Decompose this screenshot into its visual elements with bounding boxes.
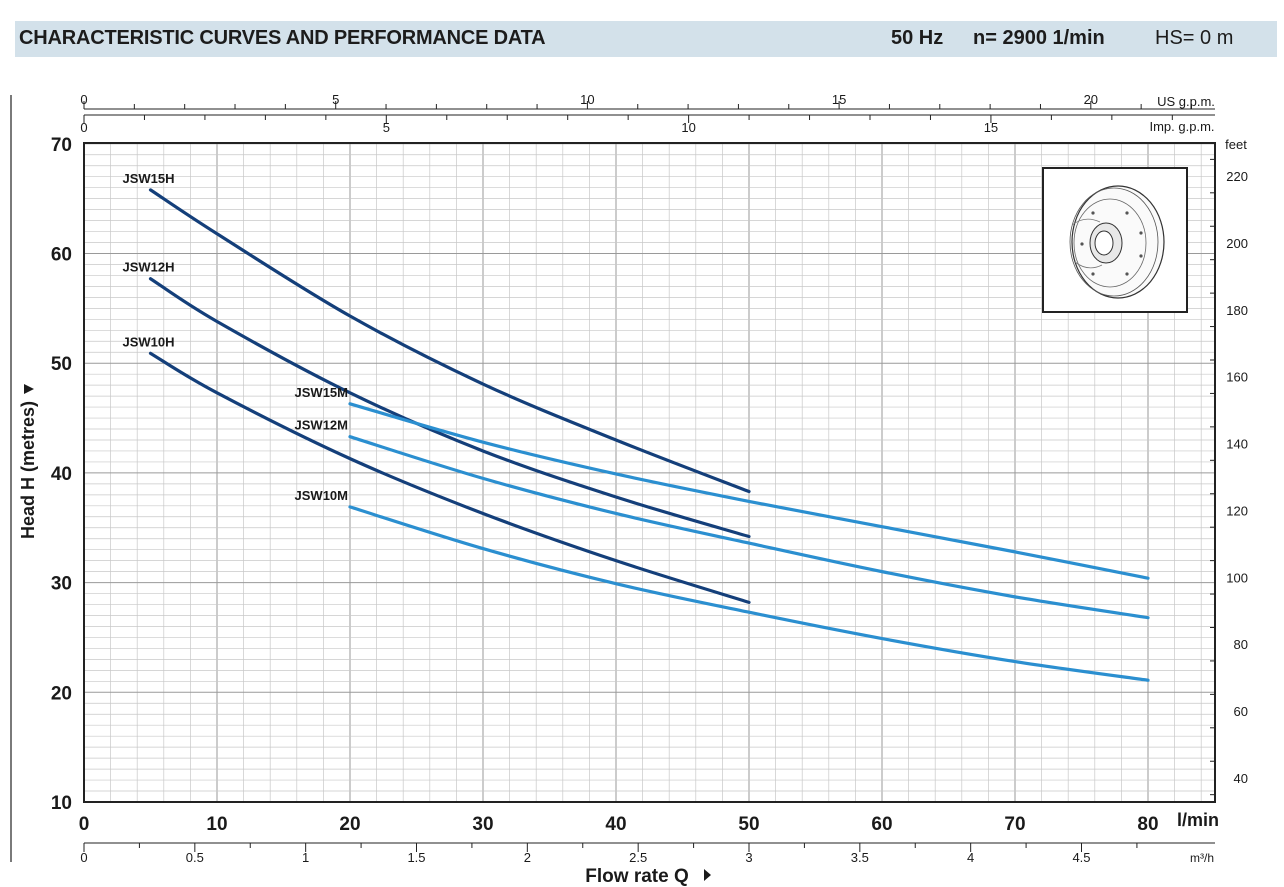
- y-tick-label: 10: [51, 793, 72, 814]
- m3h-tick-label: 3.5: [851, 850, 869, 865]
- series-line-jsw12h: [148, 277, 751, 539]
- feet-tick-label: 80: [1234, 637, 1248, 652]
- series-label-jsw12m: JSW12M: [295, 418, 348, 433]
- labels-group: JSW15H JSW12H JSW10H JSW15M JSW12M JSW10M: [123, 171, 349, 503]
- series-line-jsw10m: [348, 505, 1150, 682]
- feet-tick-label: 160: [1226, 370, 1248, 385]
- grid: [83, 143, 1215, 803]
- x-tick-label: 70: [1004, 814, 1025, 835]
- series-group: [148, 188, 1150, 682]
- m3h-tick-label: 1: [302, 850, 309, 865]
- x-axis-arrow-icon: [704, 869, 711, 881]
- x-tick-label: 30: [472, 814, 493, 835]
- header-bar: CHARACTERISTIC CURVES AND PERFORMANCE DA…: [15, 21, 1277, 57]
- m3h-tick-label: 4: [967, 850, 974, 865]
- usgpm-tick-label: 5: [332, 92, 339, 107]
- feet-tick-label: 200: [1226, 236, 1248, 251]
- m3h-tick-label: 1.5: [407, 850, 425, 865]
- x-unit-label: l/min: [1177, 810, 1219, 830]
- impgpm-tick-label: 15: [984, 120, 998, 135]
- usgpm-tick-label: 10: [580, 92, 594, 107]
- series-line-jsw15h: [148, 188, 751, 494]
- usgpm-tick-label: 0: [80, 92, 87, 107]
- y-tick-label: 50: [51, 354, 72, 375]
- series-label-jsw12h: JSW12H: [123, 260, 175, 275]
- feet-tick-label: 40: [1234, 771, 1248, 786]
- series-label-jsw10m: JSW10M: [295, 488, 348, 503]
- chart-title: CHARACTERISTIC CURVES AND PERFORMANCE DA…: [19, 27, 546, 49]
- plot-frame: [83, 142, 1216, 803]
- m3h-tick-label: 3: [745, 850, 752, 865]
- frequency-label: 50 Hz: [891, 27, 944, 49]
- speed-label: n= 2900 1/min: [973, 27, 1105, 49]
- feet-tick-label: 100: [1226, 570, 1248, 585]
- m3h-tick-label: 2: [524, 850, 531, 865]
- feet-tick-label: 120: [1226, 503, 1248, 518]
- x-axis-label: Flow rate Q: [585, 866, 688, 887]
- impeller-drawing-icon: [1042, 167, 1188, 313]
- series-line-jsw10h: [148, 351, 751, 604]
- m3h-tick-label: 0: [80, 850, 87, 865]
- usgpm-unit-label: US g.p.m.: [1157, 94, 1215, 109]
- series-label-jsw10h: JSW10H: [123, 334, 175, 349]
- series-line-jsw15m: [348, 402, 1150, 580]
- m3h-tick-label: 0.5: [186, 850, 204, 865]
- hs-label: HS= 0 m: [1155, 27, 1234, 49]
- feet-tick-label: 60: [1234, 704, 1248, 719]
- x-tick-label: 20: [339, 814, 360, 835]
- impgpm-unit-label: Imp. g.p.m.: [1149, 119, 1214, 134]
- m3h-tick-label: 4.5: [1072, 850, 1090, 865]
- y-axis-label: Head H (metres): [18, 401, 38, 539]
- x-tick-label: 80: [1137, 814, 1158, 835]
- m3h-unit-label: m³/h: [1190, 851, 1214, 865]
- feet-tick-label: 180: [1226, 303, 1248, 318]
- y-tick-label: 30: [51, 574, 72, 595]
- series-label-jsw15h: JSW15H: [123, 171, 175, 186]
- series-line-jsw12m: [348, 435, 1150, 620]
- impgpm-tick-label: 0: [80, 120, 87, 135]
- feet-tick-label: 220: [1226, 169, 1248, 184]
- usgpm-tick-label: 15: [832, 92, 846, 107]
- y-tick-label: 40: [51, 464, 72, 485]
- usgpm-tick-label: 20: [1084, 92, 1098, 107]
- y-tick-label: 20: [51, 683, 72, 704]
- y-tick-label: 60: [51, 245, 72, 266]
- impgpm-tick-label: 5: [383, 120, 390, 135]
- series-label-jsw15m: JSW15M: [295, 385, 348, 400]
- x-tick-label: 50: [738, 814, 759, 835]
- m3h-tick-label: 2.5: [629, 850, 647, 865]
- x-tick-label: 10: [206, 814, 227, 835]
- y-axis-arrow-icon: [24, 384, 34, 394]
- y-tick-label: 70: [51, 135, 72, 156]
- impgpm-tick-label: 10: [681, 120, 695, 135]
- feet-tick-label: 140: [1226, 437, 1248, 452]
- x-tick-label: 0: [79, 814, 90, 835]
- feet-unit-label: feet: [1225, 137, 1247, 152]
- x-tick-label: 40: [605, 814, 626, 835]
- x-tick-label: 60: [871, 814, 892, 835]
